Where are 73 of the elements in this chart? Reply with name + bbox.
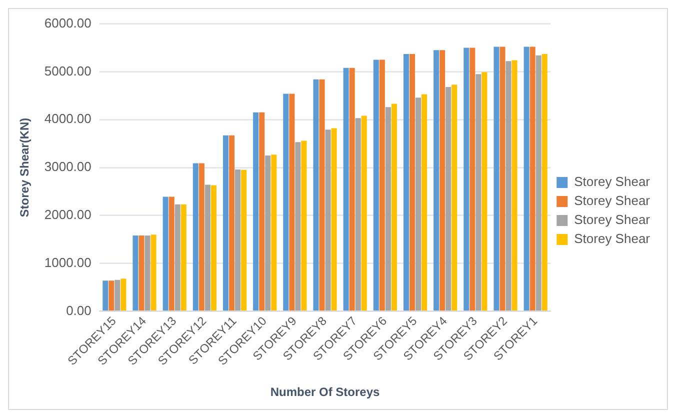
- bar: [385, 107, 391, 310]
- bar: [422, 94, 428, 310]
- bar: [536, 55, 542, 310]
- bar: [506, 61, 512, 310]
- bar: [235, 169, 241, 310]
- y-tick-label: 2000.00: [44, 207, 92, 222]
- bar: [542, 54, 548, 310]
- y-tick-label: 6000.00: [44, 15, 92, 30]
- bar: [494, 46, 500, 310]
- y-tick-label: 5000.00: [44, 63, 92, 78]
- bar: [295, 142, 301, 310]
- bar: [530, 46, 536, 310]
- bar: [271, 154, 277, 310]
- bar: [114, 280, 120, 310]
- bar: [446, 87, 452, 310]
- legend-label: Storey Shear: [574, 212, 651, 228]
- bar: [476, 74, 482, 310]
- bar: [253, 112, 259, 310]
- y-axis-title: Storey Shear(KN): [18, 118, 32, 218]
- bar: [434, 50, 440, 310]
- bar: [319, 79, 325, 310]
- bar: [470, 48, 476, 310]
- y-tick-label: 3000.00: [44, 159, 92, 174]
- bar: [108, 280, 114, 310]
- bar: [192, 163, 198, 310]
- bar: [301, 140, 307, 310]
- y-tick-label: 4000.00: [44, 111, 92, 126]
- legend-label: Storey Shear: [574, 231, 651, 246]
- bar: [210, 185, 216, 310]
- bar: [168, 196, 174, 310]
- bar: [265, 156, 271, 310]
- bar: [379, 60, 385, 310]
- bar: [440, 50, 446, 310]
- bar: [162, 196, 168, 310]
- bar: [313, 79, 319, 310]
- bar: [361, 116, 367, 310]
- bar: [512, 60, 518, 310]
- legend-label: Storey Shear: [574, 174, 651, 190]
- bar: [228, 135, 235, 310]
- bar: [452, 84, 458, 310]
- bar: [325, 130, 331, 310]
- bar: [373, 60, 379, 310]
- bar: [524, 46, 530, 310]
- bar: [403, 54, 409, 310]
- x-axis-title: Number Of Storeys: [270, 385, 380, 400]
- legend-label: Storey Shear: [574, 193, 651, 208]
- bar: [349, 68, 355, 310]
- bar: [500, 46, 506, 310]
- bar: [198, 163, 204, 310]
- bar: [204, 184, 210, 310]
- bar: [138, 236, 144, 310]
- bar: [343, 68, 349, 310]
- bar: [180, 204, 186, 310]
- bar: [464, 48, 470, 310]
- y-tick-label: 0.00: [66, 302, 92, 318]
- bar: [150, 234, 156, 310]
- bar: [331, 128, 337, 310]
- bar: [409, 54, 416, 310]
- bar: [222, 135, 229, 310]
- bar: [283, 94, 289, 310]
- bar: [415, 98, 422, 310]
- bar: [241, 170, 247, 310]
- bar: [174, 204, 180, 310]
- bar: [355, 118, 361, 310]
- bar: [144, 236, 150, 310]
- bar: [102, 280, 108, 310]
- y-tick-label: 1000.00: [44, 254, 92, 270]
- bar: [391, 104, 397, 310]
- bar: [259, 112, 265, 310]
- bar: [289, 94, 295, 310]
- bar: [482, 72, 488, 310]
- bar: [120, 278, 126, 310]
- bar: [132, 236, 138, 310]
